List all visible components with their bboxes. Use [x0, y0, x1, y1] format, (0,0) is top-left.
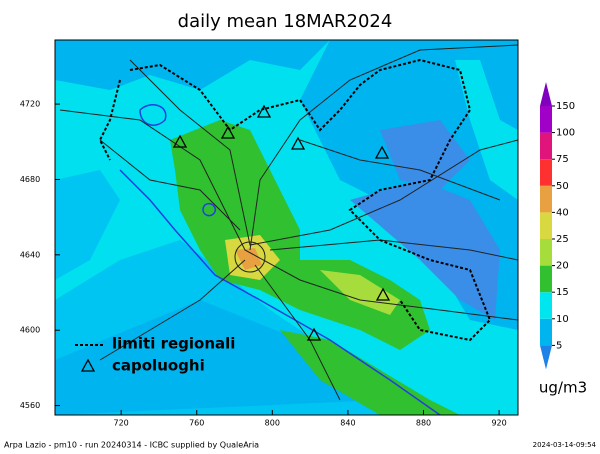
colorbar-band: [540, 292, 552, 319]
colorbar-band: [540, 185, 552, 213]
colorbar-arrow: [540, 82, 552, 106]
colorbar-label: 10: [556, 314, 569, 325]
y-tick-label: 4720: [20, 100, 40, 109]
y-tick-label: 4640: [20, 250, 40, 259]
x-tick-label: 760: [189, 419, 204, 428]
map: [55, 40, 518, 415]
x-tick-label: 800: [265, 419, 280, 428]
colorbar-arrow: [540, 345, 552, 370]
colorbar-label: 100: [556, 128, 575, 139]
colorbar-unit: ug/m3: [539, 379, 587, 397]
y-tick-label: 4600: [20, 326, 40, 335]
title: daily mean 18MAR2024: [178, 11, 393, 32]
colorbar-label: 40: [556, 207, 569, 218]
colorbar-band: [540, 132, 552, 160]
y-tick-label: 4680: [20, 175, 40, 184]
y-tick-label: 4560: [20, 401, 40, 410]
legend-label: limiti regionali: [112, 335, 235, 353]
x-tick-label: 920: [491, 419, 506, 428]
colorbar-label: 20: [556, 261, 569, 272]
map-frame: [54, 39, 519, 416]
colorbar-label: 25: [556, 234, 569, 245]
footer-right: 2024-03-14-09:54: [533, 441, 597, 449]
colorbar-label: 15: [556, 287, 569, 298]
colorbar-band: [540, 106, 552, 133]
colorbar-label: 150: [556, 101, 575, 112]
legend-label: capoluoghi: [112, 357, 205, 375]
x-tick-label: 720: [114, 419, 129, 428]
colorbar-band: [540, 159, 552, 186]
colorbar-band: [540, 239, 552, 266]
colorbar-band: [540, 318, 552, 346]
colorbar-label: 5: [556, 340, 562, 351]
footer-left: Arpa Lazio - pm10 - run 20240314 - ICBC …: [4, 441, 259, 450]
x-tick-label: 840: [340, 419, 355, 428]
colorbar-band: [540, 212, 552, 239]
colorbar-label: 50: [556, 181, 569, 192]
colorbar-band: [540, 265, 552, 293]
colorbar-label: 75: [556, 154, 569, 165]
legend-triangle: [80, 358, 96, 372]
x-tick-label: 880: [416, 419, 431, 428]
